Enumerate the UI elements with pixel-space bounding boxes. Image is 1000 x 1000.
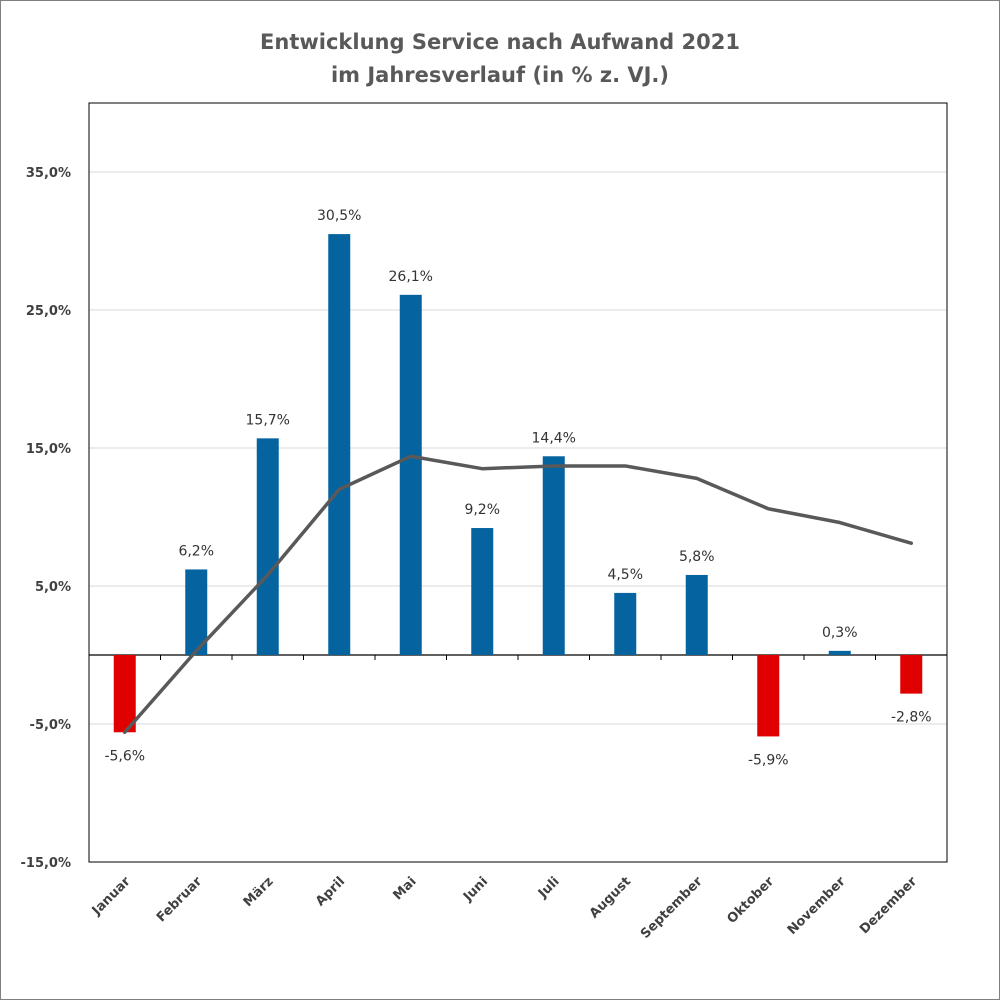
bar-4 — [399, 294, 422, 655]
data-label-2: 15,7% — [246, 412, 290, 428]
category-label-2: März — [241, 874, 277, 910]
chart-title: Entwicklung Service nach Aufwand 2021 im… — [0, 26, 1000, 92]
bar-1 — [185, 569, 208, 655]
bar-3 — [328, 234, 351, 655]
y-tick-label-3: 15,0% — [26, 442, 71, 457]
bar-2 — [256, 438, 279, 655]
y-tick-label-2: 5,0% — [35, 580, 71, 595]
data-label-1: 6,2% — [178, 543, 214, 559]
bar-8 — [685, 574, 708, 655]
category-label-10: November — [785, 874, 849, 938]
bar-9 — [757, 655, 780, 737]
chart-title-line-1: Entwicklung Service nach Aufwand 2021 — [260, 30, 740, 54]
category-label-8: September — [638, 874, 706, 942]
category-label-11: Dezember — [857, 874, 920, 937]
category-label-1: Februar — [154, 874, 206, 926]
y-tick-label-4: 25,0% — [26, 304, 71, 319]
data-label-10: 0,3% — [822, 625, 858, 641]
chart-title-line-2: im Jahresverlauf (in % z. VJ.) — [330, 63, 670, 87]
data-label-3: 30,5% — [317, 208, 361, 224]
category-label-6: Juli — [535, 874, 563, 902]
data-label-5: 9,2% — [464, 502, 500, 518]
plot-area-border — [88, 102, 948, 863]
bar-11 — [900, 655, 923, 694]
line-series — [123, 454, 913, 735]
data-label-11: -2,8% — [891, 710, 932, 726]
category-label-7: August — [587, 874, 634, 921]
bar-7 — [614, 592, 637, 655]
data-label-4: 26,1% — [389, 269, 433, 285]
bar-10 — [828, 650, 851, 655]
y-tick-label-0: -15,0% — [21, 856, 72, 871]
category-label-0: Januar — [89, 874, 134, 919]
bar-0 — [113, 655, 136, 733]
data-label-6: 14,4% — [532, 430, 576, 446]
data-label-8: 5,8% — [679, 549, 715, 565]
y-tick-label-5: 35,0% — [26, 166, 71, 181]
category-label-4: Mai — [390, 874, 419, 903]
category-label-5: Juni — [460, 874, 491, 905]
category-label-9: Oktober — [724, 874, 777, 927]
data-label-9: -5,9% — [748, 752, 789, 768]
y-tick-label-1: -5,0% — [30, 718, 71, 733]
bar-5 — [471, 528, 494, 655]
data-label-0: -5,6% — [104, 748, 145, 764]
bar-6 — [542, 456, 565, 655]
category-label-3: April — [313, 874, 348, 909]
data-label-7: 4,5% — [607, 567, 643, 583]
